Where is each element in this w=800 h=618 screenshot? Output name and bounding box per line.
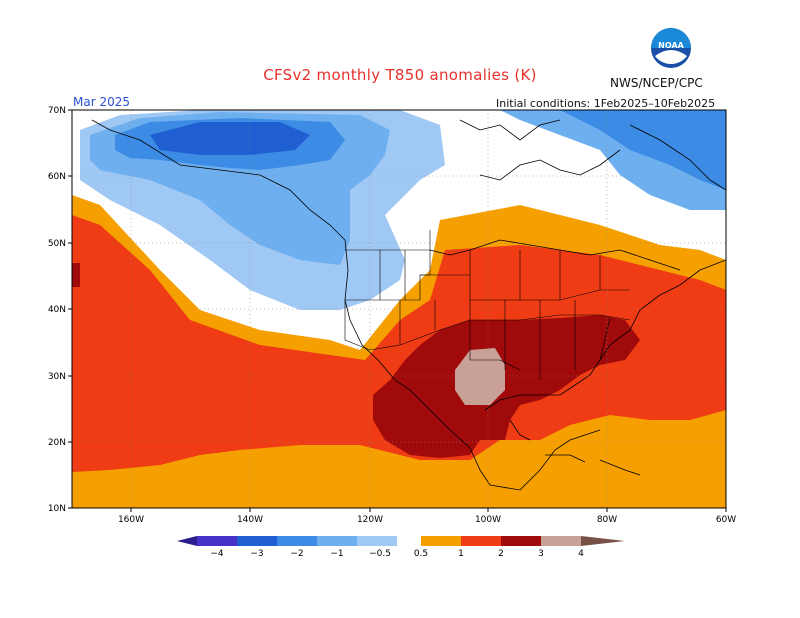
lat-label-60n: 60N bbox=[48, 172, 66, 182]
lat-label-50n: 50N bbox=[48, 239, 66, 249]
anomaly-region-3-4 bbox=[455, 348, 505, 405]
initial-conditions: Initial conditions: 1Feb2025–10Feb2025 bbox=[496, 97, 716, 110]
agency-label: NWS/NCEP/CPC bbox=[610, 76, 703, 90]
colorbar bbox=[177, 536, 625, 546]
colorbar-label-neg4: −4 bbox=[210, 549, 224, 559]
coastlines bbox=[91, 119, 726, 491]
lon-label-120w: 120W bbox=[357, 515, 383, 525]
anomaly-field bbox=[72, 110, 726, 508]
lat-label-20n: 20N bbox=[48, 438, 66, 448]
colorbar-label-1: 1 bbox=[458, 549, 464, 559]
lon-label-100w: 100W bbox=[475, 515, 501, 525]
colorbar-label-3: 3 bbox=[538, 549, 544, 559]
graticule bbox=[72, 110, 726, 508]
colorbar-label-neg0.5: −0.5 bbox=[369, 549, 391, 559]
noaa-logo: NOAA bbox=[651, 28, 691, 68]
anomaly-region-1-2 bbox=[72, 215, 726, 472]
colorbar-label-2: 2 bbox=[498, 549, 504, 559]
forecast-period: Mar 2025 bbox=[73, 95, 130, 109]
borders bbox=[344, 230, 631, 380]
anomaly-region-2-3 bbox=[373, 315, 640, 458]
lon-label-60w: 60W bbox=[716, 515, 736, 525]
colorbar-label-4: 4 bbox=[578, 549, 584, 559]
lat-label-40n: 40N bbox=[48, 305, 66, 315]
colorbar-label-0.5: 0.5 bbox=[414, 549, 428, 559]
chart-title: CFSv2 monthly T850 anomalies (K) bbox=[263, 66, 537, 84]
colorbar-label-neg2: −2 bbox=[290, 549, 303, 559]
svg-text:NOAA: NOAA bbox=[658, 41, 684, 50]
lon-label-140w: 140W bbox=[237, 515, 263, 525]
lat-label-30n: 30N bbox=[48, 372, 66, 382]
colorbar-label-neg3: −3 bbox=[250, 549, 263, 559]
lat-label-10n: 10N bbox=[48, 504, 66, 514]
lat-label-70n: 70N bbox=[48, 106, 66, 116]
axis-ticks bbox=[68, 109, 727, 512]
lon-label-80w: 80W bbox=[597, 515, 617, 525]
lon-label-160w: 160W bbox=[118, 515, 144, 525]
colorbar-label-neg1: −1 bbox=[330, 549, 343, 559]
